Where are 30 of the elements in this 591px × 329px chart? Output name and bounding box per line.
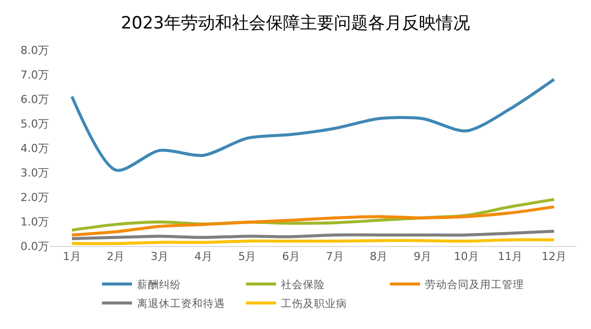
- legend-label: 劳动合同及用工管理: [425, 278, 524, 292]
- x-tick-label: 6月: [282, 250, 300, 264]
- x-tick-label: 5月: [238, 250, 256, 264]
- x-tick-label: 4月: [194, 250, 212, 264]
- line-series: [70, 78, 556, 172]
- y-tick-label: 0.0万: [20, 240, 49, 253]
- x-tick-label: 2月: [106, 250, 125, 264]
- x-tick-label: 12月: [542, 250, 567, 264]
- x-tick-label: 1月: [62, 250, 81, 264]
- y-tick-label: 1.0万: [20, 215, 49, 228]
- line-series: [70, 205, 556, 236]
- x-tick-label: 11月: [498, 250, 523, 264]
- x-tick-label: 10月: [454, 250, 479, 264]
- legend-label: 社会保险: [281, 278, 325, 292]
- legend-label: 薪酬纠纷: [137, 278, 181, 292]
- y-tick-label: 7.0万: [20, 68, 49, 82]
- y-tick-label: 6.0万: [20, 92, 49, 106]
- x-tick-label: 7月: [326, 250, 344, 264]
- legend-label: 工伤及职业病: [281, 297, 347, 310]
- y-tick-label: 3.0万: [20, 166, 49, 180]
- y-tick-label: 5.0万: [20, 117, 49, 130]
- y-tick-label: 2.0万: [20, 190, 49, 204]
- x-tick-label: 8月: [370, 250, 388, 264]
- y-tick-label: 4.0万: [20, 142, 49, 155]
- x-tick-label: 9月: [414, 250, 432, 264]
- x-tick-label: 3月: [150, 250, 169, 264]
- y-tick-label: 8.0万: [20, 44, 49, 57]
- line-series: [70, 230, 556, 240]
- legend-label: 离退休工资和待遇: [137, 297, 225, 310]
- chart-title: 2023年劳动和社会保障主要问题各月反映情况: [120, 13, 470, 34]
